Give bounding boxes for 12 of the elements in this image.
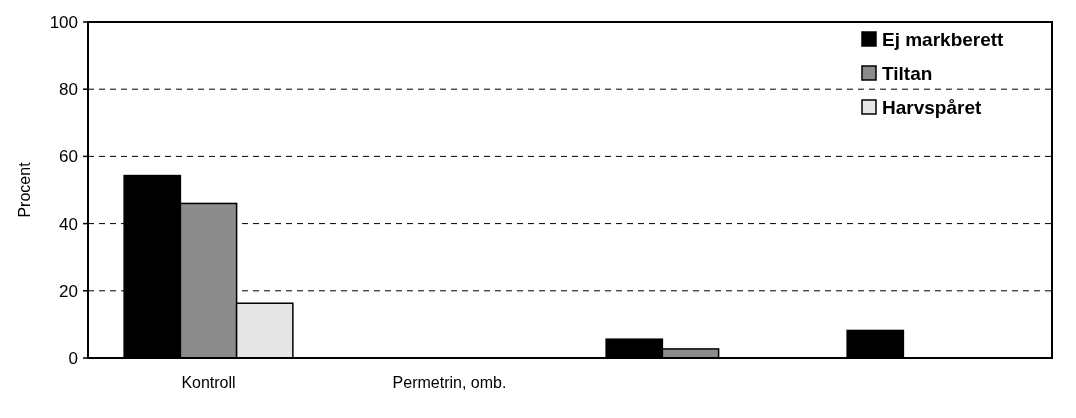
legend-label: Harvspåret <box>882 96 982 118</box>
y-axis-title: Procent <box>16 161 33 218</box>
x-tick-label: Permetrin, omb. <box>392 374 507 391</box>
legend-label: Tiltan <box>882 62 933 84</box>
y-tick-label: 20 <box>59 281 78 301</box>
y-tick-label: 0 <box>68 348 78 368</box>
y-tick-label: 100 <box>49 12 78 32</box>
y-tick-label: 60 <box>59 147 78 167</box>
y-tick-label: 40 <box>59 214 78 234</box>
y-tick-label: 80 <box>59 80 78 100</box>
legend-label: Ej markberett <box>882 28 1005 50</box>
x-tick-label: Kontroll <box>181 374 236 391</box>
